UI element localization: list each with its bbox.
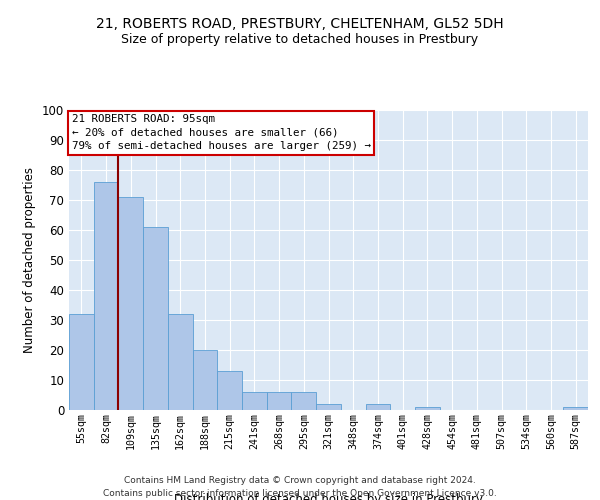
Bar bbox=[316, 404, 341, 410]
Bar bbox=[168, 314, 193, 410]
X-axis label: Distribution of detached houses by size in Prestbury: Distribution of detached houses by size … bbox=[174, 493, 483, 500]
Bar bbox=[94, 182, 118, 410]
Bar bbox=[217, 371, 242, 410]
Bar bbox=[69, 314, 94, 410]
Text: 21, ROBERTS ROAD, PRESTBURY, CHELTENHAM, GL52 5DH: 21, ROBERTS ROAD, PRESTBURY, CHELTENHAM,… bbox=[96, 18, 504, 32]
Text: 21 ROBERTS ROAD: 95sqm
← 20% of detached houses are smaller (66)
79% of semi-det: 21 ROBERTS ROAD: 95sqm ← 20% of detached… bbox=[71, 114, 371, 151]
Bar bbox=[267, 392, 292, 410]
Bar bbox=[415, 407, 440, 410]
Y-axis label: Number of detached properties: Number of detached properties bbox=[23, 167, 37, 353]
Text: Contains HM Land Registry data © Crown copyright and database right 2024.
Contai: Contains HM Land Registry data © Crown c… bbox=[103, 476, 497, 498]
Bar bbox=[563, 407, 588, 410]
Bar bbox=[292, 392, 316, 410]
Text: Size of property relative to detached houses in Prestbury: Size of property relative to detached ho… bbox=[121, 32, 479, 46]
Bar bbox=[193, 350, 217, 410]
Bar bbox=[365, 404, 390, 410]
Bar bbox=[143, 227, 168, 410]
Bar bbox=[118, 197, 143, 410]
Bar bbox=[242, 392, 267, 410]
